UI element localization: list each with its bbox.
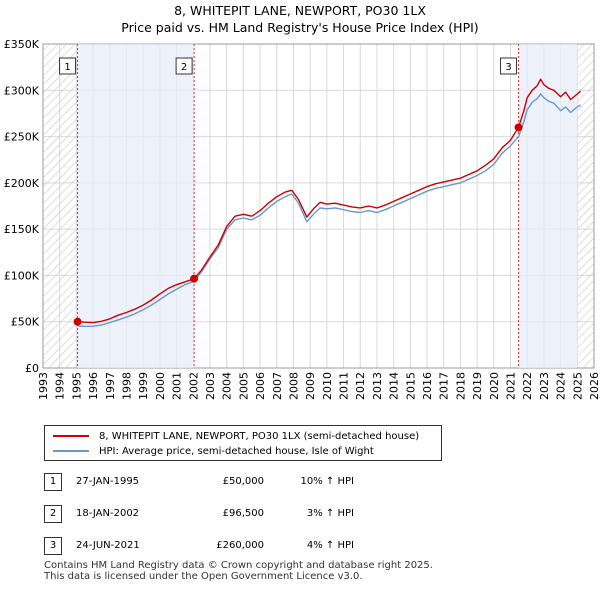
sale-date: 24-JUN-2021 [76,540,140,551]
sale-marker-box: 2 [175,57,193,75]
sale-price: £50,000 [222,476,264,487]
x-tick-label: 1999 [137,372,150,400]
x-tick-label: 1993 [37,372,50,400]
sale-marker-frame [500,57,518,75]
sale-hpi-change: 4% ↑ HPI [306,540,354,551]
sale-number-badge: 2 [44,505,62,523]
sale-row: 3 24-JUN-2021 £260,000 4% ↑ HPI [44,537,444,555]
legend-item-hpi: HPI: Average price, semi-detached house,… [53,444,374,458]
x-tick-label: 1996 [87,372,100,400]
x-tick-label: 2003 [204,372,217,400]
sale-point [73,317,82,326]
sale-price: £260,000 [216,540,264,551]
x-tick-label: 2000 [154,372,167,400]
x-axis: 1993 1994 1995 1996 1997 1998 1999 2000 2001 2002… [37,372,600,400]
y-tick-label: £250K [4,131,40,144]
x-tick-label: 2012 [354,372,367,400]
x-tick-label: 2022 [521,372,534,400]
period-regions [43,44,594,368]
property-price-line [77,78,582,324]
x-tick-label: 2018 [454,372,467,400]
sale-marker-label: 3 [505,62,511,73]
legend-label-hpi: HPI: Average price, semi-detached house,… [99,445,374,457]
x-tick-label: 1994 [54,372,67,400]
x-tick-label: 1998 [120,372,133,400]
sale-vlines [77,44,520,368]
x-tick-label: 2007 [271,372,284,400]
footer-licence: This data is licensed under the Open Gov… [44,571,363,582]
x-tick-label: 2014 [388,372,401,400]
x-tick-label: 2026 [588,372,600,400]
x-tick-label: 1997 [104,372,117,400]
sale-marker-label: 2 [181,62,187,73]
x-tick-label: 2024 [555,372,568,400]
sale-price: £96,500 [222,508,264,519]
x-tick-label: 2025 [571,372,584,400]
x-tick-label: 2023 [538,372,551,400]
legend: 8, WHITEPIT LANE, NEWPORT, PO30 1LX (sem… [44,425,442,461]
x-tick-label: 1995 [70,372,83,400]
shaded-region [77,44,195,368]
chart-title: 8, WHITEPIT LANE, NEWPORT, PO30 1LX [174,3,426,18]
y-tick-label: £50K [11,316,40,329]
x-tick-label: 2017 [438,372,451,400]
legend-swatch-hpi [53,450,89,452]
sale-points [73,123,523,326]
chart-subtitle: Price paid vs. HM Land Registry's House … [121,20,479,35]
sale-date: 27-JAN-1995 [76,476,140,487]
sale-point [190,274,199,283]
y-tick-label: £350K [4,38,40,51]
hatched-region [577,44,594,368]
legend-swatch-property [53,435,89,437]
sale-marker-frame [59,57,77,75]
y-axis: £0 £50K £100K £150K £200K £250K £300K £350K [4,38,40,375]
x-tick-label: 2006 [254,372,267,400]
x-tick-label: 2004 [221,372,234,400]
hatched-region [43,44,78,368]
series-lines [77,78,582,327]
y-tick-label: £100K [4,269,40,282]
x-tick-label: 2016 [421,372,434,400]
sale-number-badge: 3 [44,537,62,555]
x-tick-label: 2002 [187,372,200,400]
legend-item-property: 8, WHITEPIT LANE, NEWPORT, PO30 1LX (sem… [53,429,419,443]
x-tick-label: 2013 [371,372,384,400]
sale-date: 18-JAN-2002 [76,508,140,519]
x-tick-label: 2015 [404,372,417,400]
sale-markers: 1 2 3 [59,57,518,75]
sale-hpi-change: 10% ↑ HPI [300,476,354,487]
hpi-line [77,93,581,327]
y-tick-label: £150K [4,223,40,236]
y-tick-label: £300K [4,84,40,97]
x-tick-label: 2008 [287,372,300,400]
sale-marker-box: 3 [500,57,518,75]
legend-label-property: 8, WHITEPIT LANE, NEWPORT, PO30 1LX (sem… [99,430,420,442]
shaded-region [518,44,578,368]
sale-marker-box: 1 [59,57,77,75]
x-tick-label: 2010 [321,372,334,400]
chart-title-block: 8, WHITEPIT LANE, NEWPORT, PO30 1LX Pric… [0,2,600,36]
sale-point [514,123,523,132]
footer-copyright: Contains HM Land Registry data © Crown c… [44,560,433,571]
x-tick-label: 2011 [338,372,351,400]
sale-row: 1 27-JAN-1995 £50,000 10% ↑ HPI [44,473,444,491]
sale-number-badge: 1 [44,473,62,491]
sale-hpi-change: 3% ↑ HPI [306,508,354,519]
sale-row: 2 18-JAN-2002 £96,500 3% ↑ HPI [44,505,444,523]
x-tick-label: 2020 [488,372,501,400]
y-tick-label: £0 [25,362,39,375]
x-tick-label: 2001 [171,372,184,400]
sale-marker-frame [175,57,193,75]
sale-marker-label: 1 [64,62,70,73]
x-tick-label: 2005 [237,372,250,400]
footer: Contains HM Land Registry data © Crown c… [44,560,433,582]
x-tick-label: 2021 [505,372,518,400]
y-tick-label: £200K [4,177,40,190]
x-tick-label: 2009 [304,372,317,400]
x-tick-label: 2019 [471,372,484,400]
